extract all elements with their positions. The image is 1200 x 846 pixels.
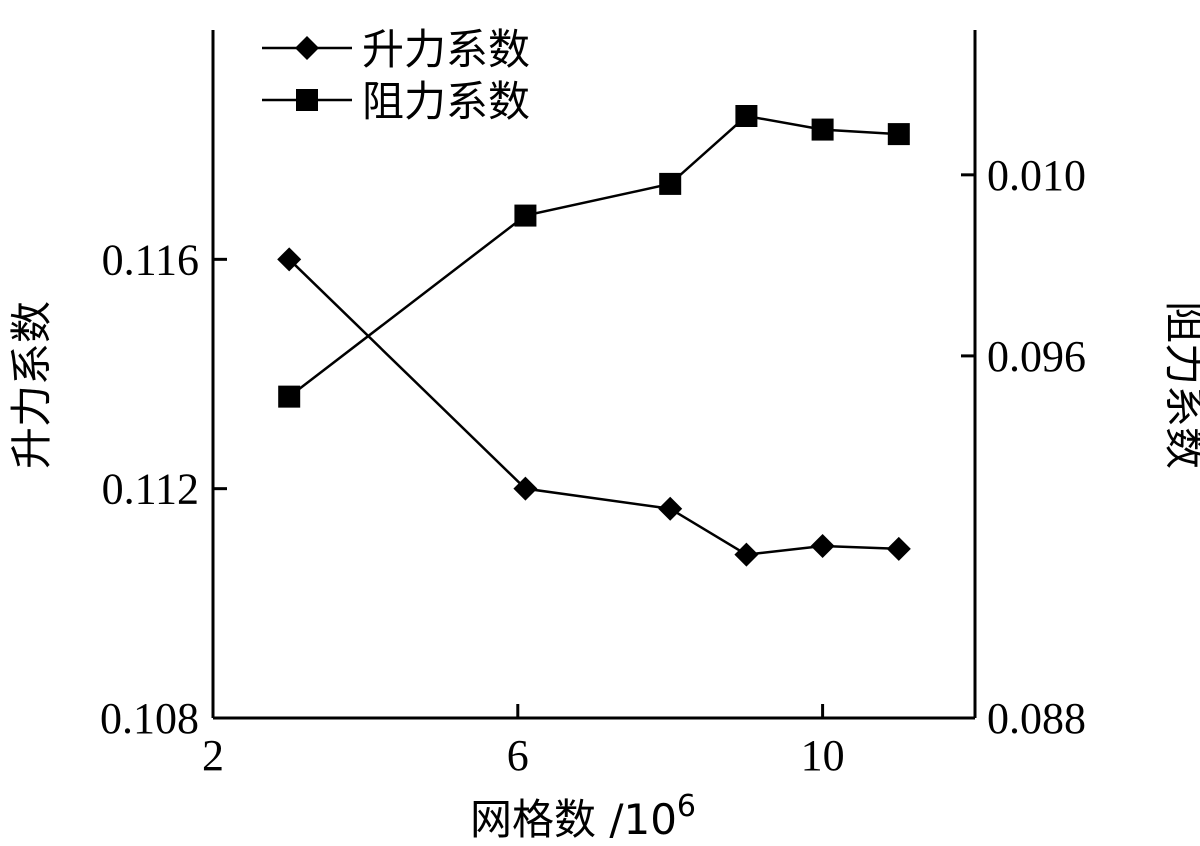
y-left-axis-label: 升力系数 [7,301,56,469]
legend-lift-label: 升力系数 [362,25,530,74]
y-right-tick-label: 0.096 [987,332,1086,381]
lift-data-point [734,542,759,567]
lift-data-point [810,534,835,558]
drag-data-point [278,385,301,408]
y-right-tick-label: 0.010 [987,151,1086,200]
drag-data-point [659,172,682,195]
drag-data-point [514,204,537,227]
drag-data-point [811,118,834,141]
lift-series-line [288,258,899,556]
y-left-tick-label: 0.112 [102,465,199,514]
x-tick-label: 6 [507,731,529,780]
legend-lift-marker [295,36,319,60]
x-tick-label: 10 [801,731,845,780]
drag-series-line [288,114,899,398]
legend-drag-label: 阻力系数 [362,77,530,126]
y-left-tick-label: 0.108 [100,694,199,743]
drag-data-point [735,105,758,127]
axis-labels: 网格数 /106 升力系数 阻力系数 [7,301,1200,844]
lift-data-point [277,247,302,272]
x-axis-label: 网格数 /106 [470,789,696,844]
drag-data-point [887,123,910,146]
lift-data-point [886,536,911,561]
lift-data-point [658,496,683,521]
y-right-tick-label: 0.088 [987,694,1086,743]
x-tick-label: 2 [202,731,224,780]
plot-area [277,105,911,567]
y-left-tick-label: 0.116 [102,235,199,284]
lift-data-point [513,476,538,501]
legend-drag-marker [296,89,318,111]
axes: 2 6 10 0.108 0.112 0.116 0.088 0.096 0.010 [100,30,1086,780]
y-right-axis-label: 阻力系数 [1160,301,1200,469]
